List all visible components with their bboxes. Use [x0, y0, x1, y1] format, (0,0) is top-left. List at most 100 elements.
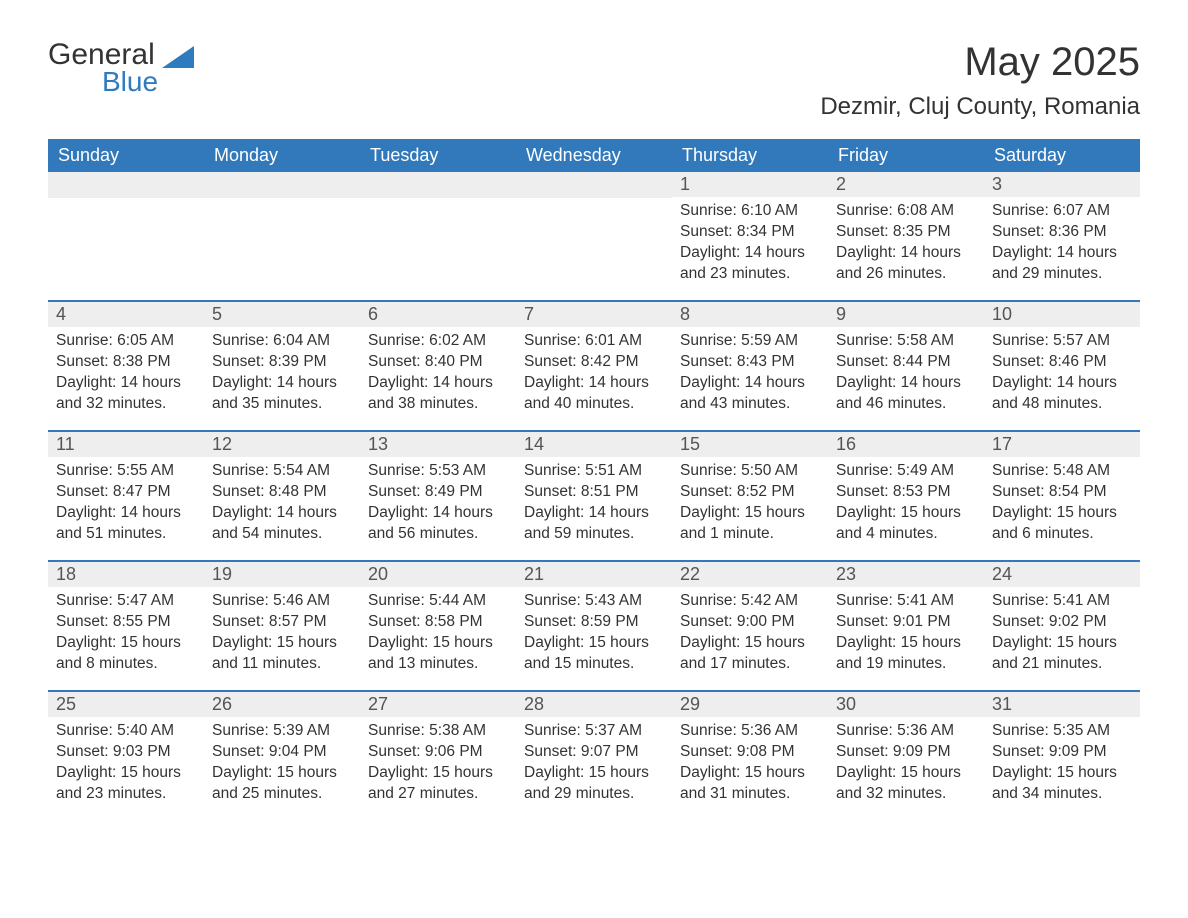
- sunrise-line: Sunrise: 5:39 AM: [212, 721, 352, 742]
- calendar-day: 18 Sunrise: 5:47 AMSunset: 8:55 PMDayligh…: [48, 562, 204, 690]
- calendar-day: [48, 172, 204, 300]
- daylight-line: Daylight: 14 hours and 43 minutes.: [680, 373, 820, 415]
- day-details: Sunrise: 5:41 AMSunset: 9:01 PMDaylight:…: [828, 587, 984, 685]
- calendar-day: 26Sunrise: 5:39 AMSunset: 9:04 PMDayligh…: [204, 692, 360, 820]
- day-header-row: SundayMondayTuesdayWednesdayThursdayFrid…: [48, 139, 1140, 172]
- day-number: 27: [360, 692, 516, 717]
- sunrise-line: Sunrise: 6:08 AM: [836, 201, 976, 222]
- daylight-line: Daylight: 15 hours and 19 minutes.: [836, 633, 976, 675]
- sunrise-line: Sunrise: 5:36 AM: [680, 721, 820, 742]
- day-number: [48, 172, 204, 198]
- sunset-line: Sunset: 9:08 PM: [680, 742, 820, 763]
- sunset-line: Sunset: 8:52 PM: [680, 482, 820, 503]
- sunset-line: Sunset: 8:49 PM: [368, 482, 508, 503]
- calendar-day: 4Sunrise: 6:05 AMSunset: 8:38 PMDaylight…: [48, 302, 204, 430]
- calendar-day: 30Sunrise: 5:36 AMSunset: 9:09 PMDayligh…: [828, 692, 984, 820]
- calendar-week: 25Sunrise: 5:40 AMSunset: 9:03 PMDayligh…: [48, 690, 1140, 820]
- calendar-week: 1Sunrise: 6:10 AMSunset: 8:34 PMDaylight…: [48, 172, 1140, 300]
- daylight-line: Daylight: 14 hours and 48 minutes.: [992, 373, 1132, 415]
- day-number: 26: [204, 692, 360, 717]
- day-number: 30: [828, 692, 984, 717]
- day-number: 21: [516, 562, 672, 587]
- sunset-line: Sunset: 8:47 PM: [56, 482, 196, 503]
- calendar-day: 7Sunrise: 6:01 AMSunset: 8:42 PMDaylight…: [516, 302, 672, 430]
- calendar-day: 23Sunrise: 5:41 AMSunset: 9:01 PMDayligh…: [828, 562, 984, 690]
- sunrise-line: Sunrise: 5:51 AM: [524, 461, 664, 482]
- daylight-line: Daylight: 14 hours and 40 minutes.: [524, 373, 664, 415]
- day-details: Sunrise: 5:50 AMSunset: 8:52 PMDaylight:…: [672, 457, 828, 555]
- calendar-day: 6Sunrise: 6:02 AMSunset: 8:40 PMDaylight…: [360, 302, 516, 430]
- sunset-line: Sunset: 8:36 PM: [992, 222, 1132, 243]
- sunset-line: Sunset: 8:39 PM: [212, 352, 352, 373]
- day-details: Sunrise: 6:07 AMSunset: 8:36 PMDaylight:…: [984, 197, 1140, 295]
- sunrise-line: Sunrise: 6:05 AM: [56, 331, 196, 352]
- day-details: Sunrise: 5:40 AMSunset: 9:03 PMDaylight:…: [48, 717, 204, 815]
- day-details: Sunrise: 5:42 AMSunset: 9:00 PMDaylight:…: [672, 587, 828, 685]
- calendar-day: 12Sunrise: 5:54 AMSunset: 8:48 PMDayligh…: [204, 432, 360, 560]
- sunset-line: Sunset: 8:40 PM: [368, 352, 508, 373]
- daylight-line: Daylight: 14 hours and 59 minutes.: [524, 503, 664, 545]
- calendar-day: 20Sunrise: 5:44 AMSunset: 8:58 PMDayligh…: [360, 562, 516, 690]
- calendar-day: 24Sunrise: 5:41 AMSunset: 9:02 PMDayligh…: [984, 562, 1140, 690]
- day-details: Sunrise: 5:44 AMSunset: 8:58 PMDaylight:…: [360, 587, 516, 685]
- sunset-line: Sunset: 8:55 PM: [56, 612, 196, 633]
- daylight-line: Daylight: 15 hours and 34 minutes.: [992, 763, 1132, 805]
- day-details: Sunrise: 6:10 AMSunset: 8:34 PMDaylight:…: [672, 197, 828, 295]
- calendar-day: 31Sunrise: 5:35 AMSunset: 9:09 PMDayligh…: [984, 692, 1140, 820]
- daylight-line: Daylight: 14 hours and 23 minutes.: [680, 243, 820, 285]
- day-header: Thursday: [672, 139, 828, 172]
- calendar-day: [204, 172, 360, 300]
- sunrise-line: Sunrise: 6:02 AM: [368, 331, 508, 352]
- calendar-day: [360, 172, 516, 300]
- day-number: 5: [204, 302, 360, 327]
- day-number: 31: [984, 692, 1140, 717]
- day-details: Sunrise: 5:46 AMSunset: 8:57 PMDaylight:…: [204, 587, 360, 685]
- sunrise-line: Sunrise: 6:04 AM: [212, 331, 352, 352]
- calendar-day: 13Sunrise: 5:53 AMSunset: 8:49 PMDayligh…: [360, 432, 516, 560]
- sunset-line: Sunset: 8:54 PM: [992, 482, 1132, 503]
- day-number: 29: [672, 692, 828, 717]
- calendar-day: 28Sunrise: 5:37 AMSunset: 9:07 PMDayligh…: [516, 692, 672, 820]
- calendar-week: 18Sunrise: 5:47 AMSunset: 8:55 PMDayligh…: [48, 560, 1140, 690]
- day-number: 16: [828, 432, 984, 457]
- day-number: 18: [48, 562, 204, 587]
- day-details: Sunrise: 5:37 AMSunset: 9:07 PMDaylight:…: [516, 717, 672, 815]
- day-details: Sunrise: 5:41 AMSunset: 9:02 PMDaylight:…: [984, 587, 1140, 685]
- calendar-week: 4Sunrise: 6:05 AMSunset: 8:38 PMDaylight…: [48, 300, 1140, 430]
- calendar-day: 16Sunrise: 5:49 AMSunset: 8:53 PMDayligh…: [828, 432, 984, 560]
- sunset-line: Sunset: 9:09 PM: [992, 742, 1132, 763]
- sunset-line: Sunset: 8:51 PM: [524, 482, 664, 503]
- day-details: Sunrise: 5:55 AMSunset: 8:47 PMDaylight:…: [48, 457, 204, 555]
- sunrise-line: Sunrise: 5:44 AM: [368, 591, 508, 612]
- daylight-line: Daylight: 15 hours and 32 minutes.: [836, 763, 976, 805]
- sunrise-line: Sunrise: 5:55 AM: [56, 461, 196, 482]
- day-number: 11: [48, 432, 204, 457]
- day-details: Sunrise: 5:35 AMSunset: 9:09 PMDaylight:…: [984, 717, 1140, 815]
- daylight-line: Daylight: 15 hours and 11 minutes.: [212, 633, 352, 675]
- day-details: Sunrise: 5:53 AMSunset: 8:49 PMDaylight:…: [360, 457, 516, 555]
- calendar-day: 3Sunrise: 6:07 AMSunset: 8:36 PMDaylight…: [984, 172, 1140, 300]
- day-number: 19: [204, 562, 360, 587]
- sunrise-line: Sunrise: 5:42 AM: [680, 591, 820, 612]
- calendar-day: 22Sunrise: 5:42 AMSunset: 9:00 PMDayligh…: [672, 562, 828, 690]
- daylight-line: Daylight: 15 hours and 17 minutes.: [680, 633, 820, 675]
- daylight-line: Daylight: 15 hours and 31 minutes.: [680, 763, 820, 805]
- calendar-day: 9Sunrise: 5:58 AMSunset: 8:44 PMDaylight…: [828, 302, 984, 430]
- day-header: Friday: [828, 139, 984, 172]
- day-details: Sunrise: 6:01 AMSunset: 8:42 PMDaylight:…: [516, 327, 672, 425]
- sunrise-line: Sunrise: 5:53 AM: [368, 461, 508, 482]
- daylight-line: Daylight: 15 hours and 8 minutes.: [56, 633, 196, 675]
- sunrise-line: Sunrise: 5:59 AM: [680, 331, 820, 352]
- day-number: 4: [48, 302, 204, 327]
- sunrise-line: Sunrise: 5:58 AM: [836, 331, 976, 352]
- calendar-day: 27Sunrise: 5:38 AMSunset: 9:06 PMDayligh…: [360, 692, 516, 820]
- day-number: 2: [828, 172, 984, 197]
- sunset-line: Sunset: 8:46 PM: [992, 352, 1132, 373]
- day-number: 28: [516, 692, 672, 717]
- calendar-day: 29 Sunrise: 5:36 AMSunset: 9:08 PMDayligh…: [672, 692, 828, 820]
- day-number: 1: [672, 172, 828, 197]
- daylight-line: Daylight: 14 hours and 51 minutes.: [56, 503, 196, 545]
- sunset-line: Sunset: 9:00 PM: [680, 612, 820, 633]
- daylight-line: Daylight: 14 hours and 29 minutes.: [992, 243, 1132, 285]
- sunrise-line: Sunrise: 5:47 AM: [56, 591, 196, 612]
